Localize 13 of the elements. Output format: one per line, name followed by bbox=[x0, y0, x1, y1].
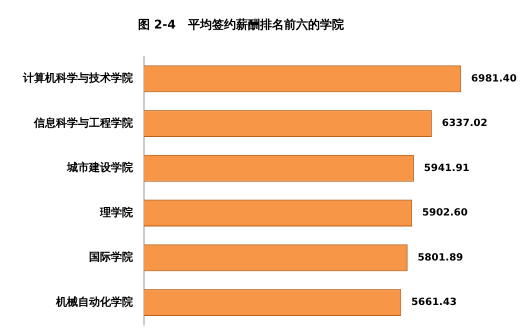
y-tick-label: 理学院 bbox=[99, 206, 133, 219]
data-label: 6981.40 bbox=[471, 73, 517, 84]
y-tick-label: 机械自动化学院 bbox=[55, 295, 133, 308]
y-tick-label: 信息科学与工程学院 bbox=[33, 116, 133, 130]
y-tick-label: 计算机科学与技术学院 bbox=[22, 72, 133, 85]
chart-title: 图 2-4 平均签约薪酬排名前六的学院 bbox=[138, 17, 344, 32]
data-label: 5941.91 bbox=[424, 162, 470, 174]
data-label: 5661.43 bbox=[411, 297, 457, 308]
data-label: 5902.60 bbox=[422, 208, 468, 219]
y-tick-label: 城市建设学院 bbox=[66, 161, 133, 174]
data-label: 5801.89 bbox=[418, 252, 464, 264]
data-label: 6337.02 bbox=[442, 118, 488, 130]
y-tick-label: 国际学院 bbox=[89, 250, 133, 264]
